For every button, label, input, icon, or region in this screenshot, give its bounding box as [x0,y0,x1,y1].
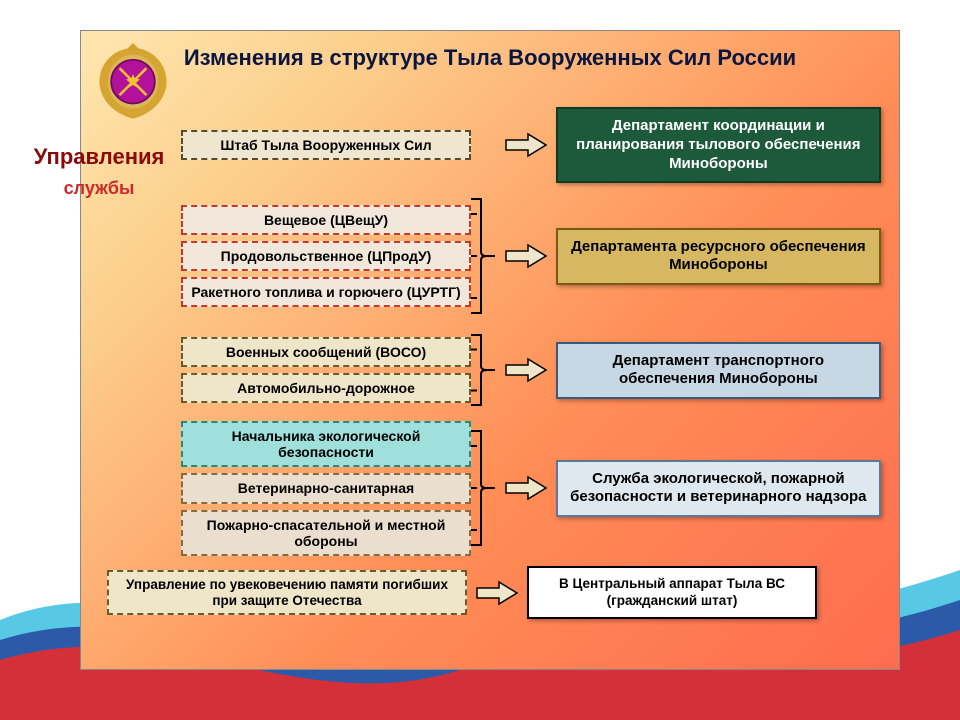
target-department-box: Департамент координации и планирования т… [556,107,881,183]
arrow-cell [497,357,556,383]
arrow-cell [467,580,527,606]
left-column: Военных сообщений (ВОСО) Автомобильно-дор… [181,337,471,403]
canvas: Изменения в структуре Тыла Вооруженных С… [0,0,960,720]
source-unit-box: Управление по увековечению памяти погибш… [107,570,467,615]
bracket-cell [471,425,497,551]
left-column: Начальника экологической безопасности Вет… [181,421,471,555]
bracket-cell [471,329,497,411]
arrow-cell [497,132,556,158]
source-unit-box: Ракетного топлива и горючего (ЦУРТГ) [181,277,471,307]
page-title: Изменения в структуре Тыла Вооруженных С… [93,45,887,71]
military-emblem-icon [91,43,175,127]
merge-bracket-icon [471,329,495,411]
target-department-box: В Центральный аппарат Тыла ВС (гражданск… [527,566,817,620]
bracket-cell [471,193,497,319]
org-group: Военных сообщений (ВОСО) Автомобильно-дор… [181,329,881,411]
left-column: Штаб Тыла Вооруженных Сил [181,130,471,160]
arrow-right-icon [504,475,548,501]
sidebar-vertical-labels: Управления службы [87,147,111,197]
merge-bracket-icon [471,193,495,319]
source-unit-box: Ветеринарно-санитарная [181,473,471,503]
org-group: Вещевое (ЦВещУ) Продовольственное (ЦПродУ… [181,193,881,319]
source-unit-box: Штаб Тыла Вооруженных Сил [181,130,471,160]
source-unit-box: Продовольственное (ЦПродУ) [181,241,471,271]
org-groups: Штаб Тыла Вооруженных Сил Департамент ко… [181,107,881,629]
source-unit-box: Автомобильно-дорожное [181,373,471,403]
merge-bracket-icon [471,425,495,551]
source-unit-box: Пожарно-спасательной и местной обороны [181,510,471,556]
left-column: Вещевое (ЦВещУ) Продовольственное (ЦПродУ… [181,205,471,307]
target-department-box: Департамента ресурсного обеспечения Мино… [556,228,881,286]
arrow-right-icon [504,132,548,158]
arrow-right-icon [475,580,519,606]
diagram-panel: Изменения в структуре Тыла Вооруженных С… [80,30,900,670]
target-department-box: Департамент транспортного обеспечения Ми… [556,342,881,400]
org-group-bottom: Управление по увековечению памяти погибш… [107,566,881,620]
arrow-cell [497,475,556,501]
source-unit-box: Военных сообщений (ВОСО) [181,337,471,367]
source-unit-box: Начальника экологической безопасности [181,421,471,467]
arrow-right-icon [504,357,548,383]
arrow-right-icon [504,243,548,269]
org-group: Штаб Тыла Вооруженных Сил Департамент ко… [181,107,881,183]
arrow-cell [497,243,556,269]
target-department-box: Служба экологической, пожарной безопасно… [556,460,881,518]
source-unit-box: Вещевое (ЦВещУ) [181,205,471,235]
org-group: Начальника экологической безопасности Вет… [181,421,881,555]
